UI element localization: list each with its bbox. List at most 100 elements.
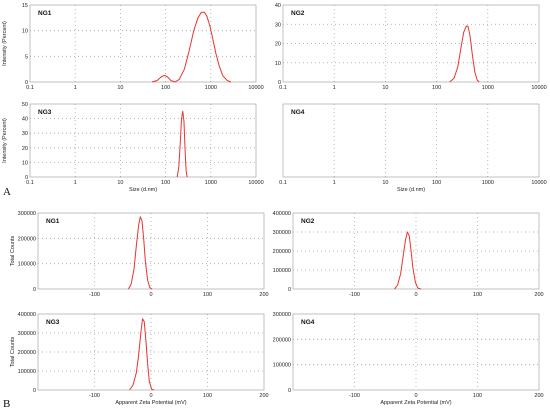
x-tick-label: 100 [203, 292, 212, 298]
y-axis-title: Intensity (Percent) [2, 21, 8, 66]
y-tick-label: 200000 [18, 236, 36, 242]
y-tick-label: 10 [22, 160, 28, 166]
x-tick-label: 1 [74, 180, 77, 186]
y-tick-label: 40 [22, 117, 28, 123]
x-tick-label: 10000 [531, 85, 546, 91]
y-tick-label: 100000 [18, 369, 36, 375]
x-tick-label: -100 [89, 292, 100, 298]
x-tick-label: 10 [382, 85, 388, 91]
x-tick-label: -100 [349, 393, 360, 399]
x-axis-title: Apparent Zeta Potential (mV) [380, 400, 451, 406]
x-tick-label: 0 [414, 393, 417, 399]
y-axis-title: Total Counts [10, 235, 16, 266]
section-label-a: A [3, 186, 11, 198]
y-tick-label: 30 [22, 131, 28, 137]
x-tick-label: 200 [534, 393, 543, 399]
y-tick-label: 15 [22, 3, 28, 9]
x-tick-label: 10 [382, 180, 388, 186]
x-tick-label: 100 [203, 393, 212, 399]
x-axis-title: Size (d.nm) [129, 187, 157, 193]
series-line-1 [449, 25, 480, 83]
y-tick-label: 300000 [273, 312, 291, 318]
y-tick-label: 100000 [273, 268, 291, 274]
x-tick-label: 1000 [205, 85, 217, 91]
x-tick-label: 0.1 [26, 85, 34, 91]
y-tick-label: 0 [33, 388, 36, 394]
x-tick-label: 100 [473, 393, 482, 399]
panel-zeta_ng2: -100 0 100 200 0 100000 200000 300000 400000 NG2 [273, 211, 544, 298]
y-tick-label: 10 [275, 61, 281, 67]
panel-title: NG1 [38, 10, 52, 17]
y-tick-label: 10 [22, 29, 28, 35]
x-tick-label: 1000 [482, 85, 494, 91]
y-tick-label: 200000 [273, 249, 291, 255]
panel-title: NG3 [38, 109, 52, 116]
x-tick-label: 100 [473, 292, 482, 298]
x-tick-label: 0 [414, 292, 417, 298]
panel-zeta_ng3: -100 0 100 200 0 100000 200000 300000 400000 Appa… [10, 312, 269, 406]
x-tick-label: 100 [432, 85, 441, 91]
x-tick-label: 200 [259, 393, 268, 399]
y-tick-label: 300000 [273, 230, 291, 236]
y-tick-label: 400000 [273, 211, 291, 217]
x-tick-label: 10000 [531, 180, 546, 186]
x-tick-label: 0 [149, 292, 152, 298]
y-tick-label: 0 [288, 287, 291, 293]
panel-title: NG4 [301, 319, 315, 326]
x-tick-label: 100 [432, 180, 441, 186]
panel-zeta_ng4: -100 0 100 200 0 100000 200000 300000 Apparent Z… [273, 312, 544, 406]
section-label-b: B [3, 398, 10, 410]
x-tick-label: 1 [333, 85, 336, 91]
x-tick-label: 0.1 [26, 180, 34, 186]
panel-size_ng1: 0.1 1 10 100 1000 10000 0 5 10 15 Intensity (Perce… [2, 3, 264, 91]
panel-size_ng4: 0.1 1 10 100 1000 10000 Size (d.nm) NG4 [279, 103, 547, 193]
x-axis-title: Size (d.nm) [397, 187, 425, 193]
y-tick-label: 40 [275, 3, 281, 9]
x-axis-title: Apparent Zeta Potential (mV) [115, 400, 186, 406]
x-tick-label: 0 [149, 393, 152, 399]
x-tick-label: -100 [89, 393, 100, 399]
series-line-1 [127, 216, 153, 290]
y-tick-label: 100000 [18, 262, 36, 268]
y-tick-label: 20 [22, 146, 28, 152]
series-line-1 [151, 11, 232, 83]
y-tick-label: 30 [275, 22, 281, 28]
x-tick-label: 200 [534, 292, 543, 298]
x-tick-label: 100 [161, 85, 170, 91]
panel-size_ng2: 0.1 1 10 100 1000 10000 0 10 20 30 40 NG2 [275, 3, 547, 91]
panel-title: NG4 [291, 109, 305, 116]
x-tick-label: 200 [259, 292, 268, 298]
panel-size_ng3: 0.1 1 10 100 1000 10000 0 10 20 30 40 50 Size (d.nm)… [2, 102, 264, 193]
y-tick-label: 100000 [273, 363, 291, 369]
x-tick-label: 1000 [482, 180, 494, 186]
x-tick-label: 0.1 [279, 180, 287, 186]
x-tick-label: 10000 [248, 180, 263, 186]
y-tick-label: 0 [33, 287, 36, 293]
y-axis-title: Total Counts [10, 336, 16, 367]
y-tick-label: 300000 [18, 331, 36, 337]
x-tick-label: -100 [349, 292, 360, 298]
series-line-1 [129, 318, 155, 391]
series-line-1 [176, 110, 188, 178]
y-tick-label: 200000 [18, 350, 36, 356]
panel-title: NG2 [291, 10, 305, 17]
x-tick-label: 10 [117, 180, 123, 186]
panel-title: NG1 [46, 218, 60, 225]
x-tick-label: 100 [161, 180, 170, 186]
panel-zeta_ng1: -100 0 100 200 0 100000 200000 300000 Total Coun… [10, 211, 269, 298]
x-tick-label: 10000 [248, 85, 263, 91]
x-tick-label: 10 [117, 85, 123, 91]
y-tick-label: 400000 [18, 312, 36, 318]
panel-title: NG2 [301, 218, 315, 225]
x-tick-label: 1 [74, 85, 77, 91]
plot-frame [29, 103, 257, 178]
y-tick-label: 5 [25, 54, 28, 60]
y-tick-label: 300000 [18, 211, 36, 217]
y-tick-label: 0 [25, 175, 28, 181]
series-line-1 [394, 231, 422, 290]
y-axis-title: Intensity (Percent) [2, 118, 8, 163]
panel-title: NG3 [46, 319, 60, 326]
x-tick-label: 1000 [205, 180, 217, 186]
y-tick-label: 20 [275, 42, 281, 48]
